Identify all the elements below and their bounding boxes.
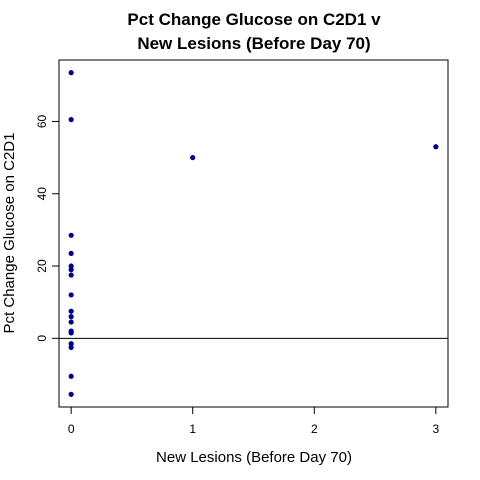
x-axis-label: New Lesions (Before Day 70)	[156, 449, 352, 466]
y-axis: 0 20 40 60	[35, 114, 59, 342]
data-point	[68, 272, 74, 278]
x-axis: 0 1 2 3	[68, 407, 440, 436]
data-point	[68, 330, 74, 336]
data-point	[68, 232, 74, 238]
x-tick-label: 3	[433, 422, 440, 436]
data-point	[68, 391, 74, 397]
y-tick-label: 20	[35, 259, 49, 273]
data-point	[68, 117, 74, 123]
data-points	[68, 70, 439, 397]
x-tick-label: 0	[68, 422, 75, 436]
plot-frame	[58, 59, 449, 408]
chart-title-line-2: New Lesions (Before Day 70)	[137, 34, 370, 53]
data-point	[68, 70, 74, 76]
data-point	[68, 292, 74, 298]
data-point	[68, 267, 74, 273]
data-point	[68, 308, 74, 314]
data-point	[68, 250, 74, 256]
y-axis-label: Pct Change Glucose on C2D1	[1, 133, 18, 334]
y-tick-label: 0	[35, 335, 49, 342]
data-point	[433, 144, 439, 150]
data-point	[68, 314, 74, 320]
data-point	[68, 319, 74, 325]
data-point	[68, 341, 74, 347]
y-tick-label: 60	[35, 114, 49, 128]
chart-title-line-1: Pct Change Glucose on C2D1 v	[127, 10, 381, 29]
x-tick-label: 2	[311, 422, 318, 436]
data-point	[190, 154, 196, 161]
data-point	[68, 373, 74, 379]
x-tick-label: 1	[189, 422, 196, 436]
data-point	[68, 263, 74, 269]
data-point	[68, 344, 74, 350]
y-tick-label: 40	[35, 187, 49, 201]
